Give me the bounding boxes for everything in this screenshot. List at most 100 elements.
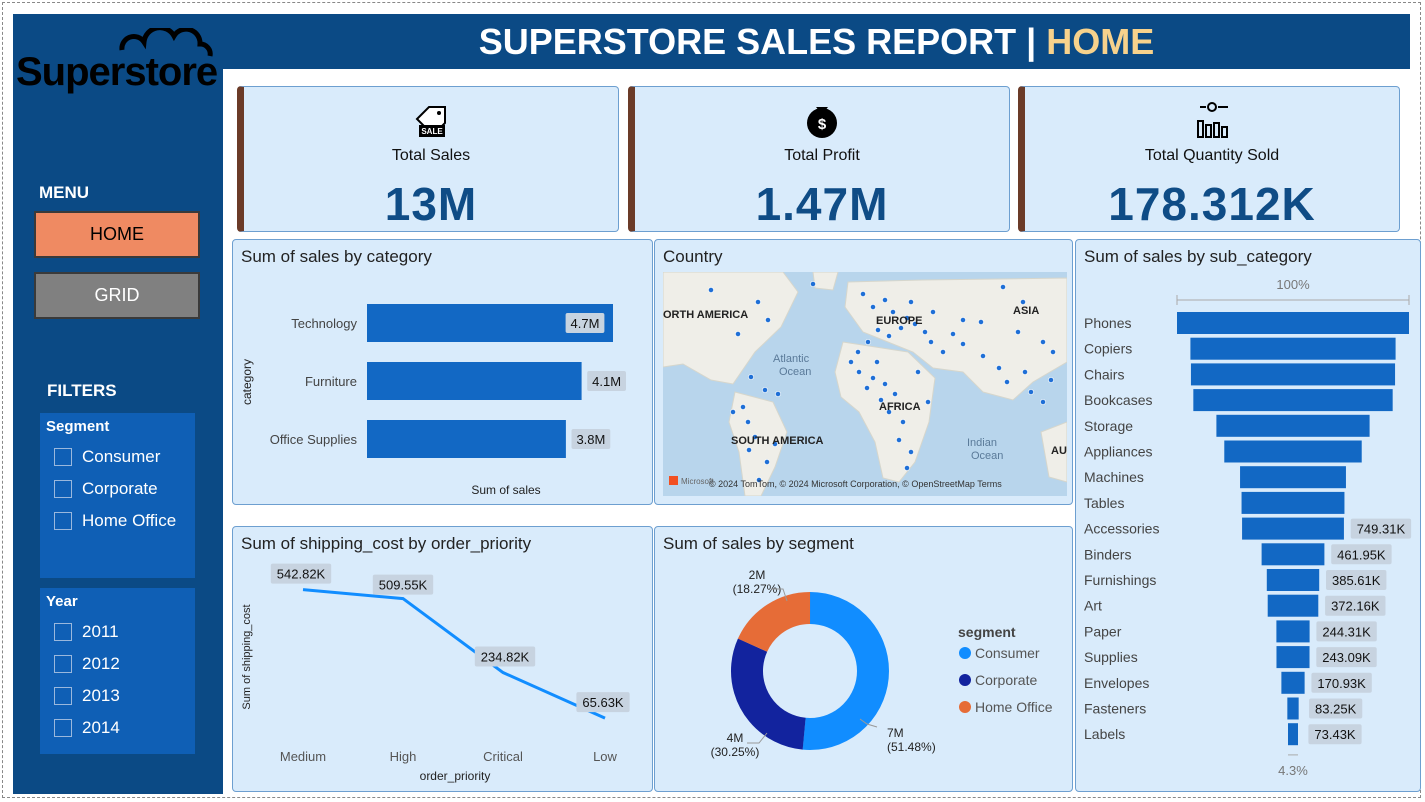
checkbox[interactable]	[54, 687, 72, 705]
map-region-label: ASIA	[1013, 305, 1039, 317]
checkbox[interactable]	[54, 719, 72, 737]
segment-option-corporate[interactable]: Corporate	[40, 473, 195, 505]
svg-text:$: $	[818, 116, 827, 133]
map-location-dot	[755, 299, 761, 305]
map-location-dot	[904, 465, 910, 471]
subcategory-label: Art	[1084, 598, 1102, 614]
microsoft-logo-icon	[669, 476, 678, 485]
subcategory-label: Tables	[1084, 495, 1124, 511]
chart-title: Sum of sales by category	[241, 247, 432, 266]
grid-button[interactable]: GRID	[34, 272, 200, 319]
subcategory-label: Accessories	[1084, 521, 1159, 537]
superstore-logo: Superstore	[16, 28, 218, 94]
subcategory-data-label: 749.31K	[1357, 522, 1406, 537]
map-location-dot	[886, 333, 892, 339]
segment-filter: Segment Consumer Corporate Home Office	[40, 413, 195, 578]
map-location-dot	[928, 339, 934, 345]
subcategory-label: Furnishings	[1084, 572, 1156, 588]
map-land	[728, 391, 788, 496]
subcategory-bar	[1261, 543, 1325, 566]
checkbox[interactable]	[54, 448, 72, 466]
subcategory-data-label: 372.16K	[1331, 599, 1380, 614]
chart-title: Sum of sales by sub_category	[1084, 247, 1312, 266]
subcategory-bar	[1190, 363, 1396, 386]
map-location-dot	[898, 325, 904, 331]
line-data-label-bg	[576, 692, 630, 713]
year-option-2014[interactable]: 2014	[40, 712, 195, 744]
kpi-value: 178.312K	[1108, 178, 1316, 230]
subcategory-bar	[1216, 414, 1370, 437]
subcategory-bar	[1287, 697, 1299, 720]
map-location-dot	[1050, 349, 1056, 355]
slice-percent-label: (51.48%)	[887, 740, 936, 754]
money-bag-icon: $	[807, 107, 837, 138]
map-location-dot	[1004, 379, 1010, 385]
year-option-2012[interactable]: 2012	[40, 648, 195, 680]
country-map-panel: Country ORTH AMERICA EUROPE ASIA Atlantic Oc…	[654, 239, 1073, 505]
category-tick-label: Technology	[291, 316, 357, 331]
subcategory-data-label-bg	[1316, 647, 1377, 668]
checkbox[interactable]	[54, 480, 72, 498]
line-data-label: 234.82K	[481, 650, 530, 665]
map-location-dot	[865, 339, 871, 345]
subcategory-bar	[1276, 620, 1310, 643]
line-data-label: 509.55K	[379, 578, 428, 593]
line-data-label-bg	[372, 574, 434, 595]
subcategory-label: Machines	[1084, 469, 1144, 485]
segment-option-home-office[interactable]: Home Office	[40, 505, 195, 537]
category-bar	[367, 420, 566, 458]
category-data-label-bg	[587, 371, 626, 391]
country-map[interactable]: ORTH AMERICA EUROPEASIAAtlanticOceanAFRIC…	[663, 272, 1067, 496]
map-region-label: EUROPE	[876, 315, 922, 327]
checkbox[interactable]	[54, 512, 72, 530]
subcategory-data-label: 73.43K	[1314, 727, 1356, 742]
funnel-top-label: 100%	[1276, 277, 1310, 292]
category-data-label: 4.1M	[592, 374, 621, 389]
map-location-dot	[740, 404, 746, 410]
option-label: 2012	[82, 654, 120, 673]
subcategory-label: Supplies	[1084, 649, 1138, 665]
svg-text:SALE: SALE	[421, 127, 443, 136]
x-tick-label: Medium	[280, 749, 326, 764]
subcategory-bar	[1281, 671, 1305, 694]
kpi-value: 13M	[384, 178, 478, 230]
option-label: 2011	[82, 622, 119, 641]
category-tick-label: Furniture	[305, 374, 357, 389]
kpi-label: Total Profit	[784, 147, 860, 164]
subcategory-data-label: 170.93K	[1317, 676, 1366, 691]
x-tick-label: Critical	[483, 749, 523, 764]
year-option-2013[interactable]: 2013	[40, 680, 195, 712]
map-location-dot	[735, 331, 741, 337]
subcategory-bar	[1267, 594, 1319, 617]
segment-option-consumer[interactable]: Consumer	[40, 441, 195, 473]
map-region-label: AFRICA	[879, 401, 921, 413]
map-location-dot	[1040, 399, 1046, 405]
subcategory-bar	[1266, 569, 1320, 591]
subcategory-data-label-bg	[1331, 544, 1392, 565]
category-data-label: 4.7M	[571, 316, 600, 331]
year-option-2011[interactable]: 2011	[40, 616, 195, 648]
kpi-value: 1.47M	[755, 178, 889, 230]
map-land	[663, 272, 799, 385]
kpi-total-quantity: Total Quantity Sold 178.312K	[1018, 86, 1400, 232]
checkbox[interactable]	[54, 623, 72, 641]
leader-line	[747, 732, 768, 744]
leader-line	[771, 588, 788, 602]
map-land	[834, 341, 936, 483]
map-location-dot	[762, 387, 768, 393]
checkbox[interactable]	[54, 655, 72, 673]
subcategory-bar	[1193, 389, 1393, 412]
sales-by-subcategory-chart: 100% Phones Copiers Chairs Bookcases Storage A…	[1084, 277, 1412, 778]
line-data-label: 542.82K	[277, 567, 326, 582]
legend-marker	[959, 701, 971, 713]
map-location-dot	[856, 369, 862, 375]
year-filter: Year 2011 2012 2013 2014	[40, 588, 195, 754]
subcategory-data-label-bg	[1308, 724, 1362, 745]
subcategory-bar	[1241, 491, 1345, 514]
home-button[interactable]: HOME	[34, 211, 200, 258]
category-tick-label: Office Supplies	[270, 432, 358, 447]
map-location-dot	[810, 281, 816, 287]
slice-percent-label: (30.25%)	[711, 745, 760, 759]
map-location-dot	[908, 449, 914, 455]
subcategory-bar	[1240, 466, 1346, 489]
